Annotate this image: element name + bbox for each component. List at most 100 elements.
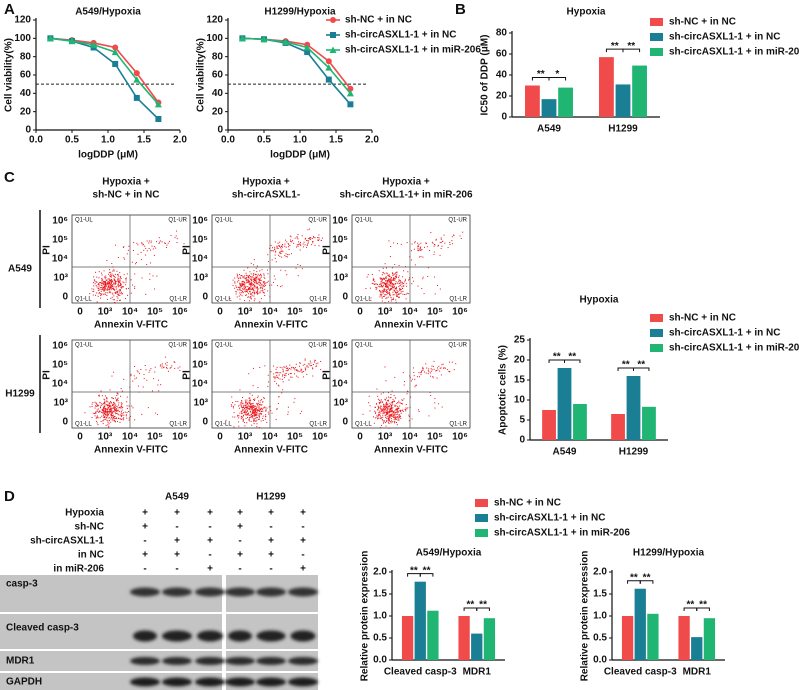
cell-dot xyxy=(123,378,125,380)
cell-dot xyxy=(113,270,115,272)
cell-dot xyxy=(390,409,392,411)
cell-dot xyxy=(317,239,319,241)
cell-dot xyxy=(148,242,150,244)
cell-dot xyxy=(110,284,112,286)
cell-dot xyxy=(257,387,259,389)
cell-dot xyxy=(120,414,122,416)
cell-dot xyxy=(398,414,400,416)
cell-dot xyxy=(386,401,388,403)
cell-dot xyxy=(388,417,390,419)
cell-dot xyxy=(386,405,388,407)
cell-dot xyxy=(139,372,141,374)
cell-dot xyxy=(402,410,404,412)
cell-dot xyxy=(298,370,300,372)
cell-dot xyxy=(246,413,248,415)
cell-dot xyxy=(98,287,100,289)
cell-dot xyxy=(110,401,112,403)
cell-dot xyxy=(402,372,404,374)
y-tick-label: 10 xyxy=(514,395,526,406)
cell-dot xyxy=(386,412,388,414)
cell-dot xyxy=(117,283,119,285)
cell-dot xyxy=(240,410,242,412)
cell-dot xyxy=(417,245,419,247)
cell-dot xyxy=(118,280,120,282)
cell-dot xyxy=(381,419,383,421)
cell-dot xyxy=(95,271,97,273)
cell-dot xyxy=(425,363,427,365)
cell-dot xyxy=(414,241,416,243)
cell-dot xyxy=(239,285,241,287)
cell-dot xyxy=(411,277,413,279)
cell-dot xyxy=(404,280,406,282)
cell-dot xyxy=(405,293,407,295)
cell-dot xyxy=(126,396,128,398)
cell-dot xyxy=(134,286,136,288)
cell-dot xyxy=(240,275,242,277)
cell-dot xyxy=(289,244,291,246)
cell-dot xyxy=(393,400,395,402)
cell-dot xyxy=(279,245,281,247)
cell-dot xyxy=(390,280,392,282)
cell-dot xyxy=(259,367,261,369)
cell-dot xyxy=(281,285,283,287)
cell-dot xyxy=(105,284,107,286)
cell-dot xyxy=(104,285,106,287)
cell-dot xyxy=(270,410,272,412)
cell-dot xyxy=(256,407,258,409)
y-tick-label: 0.5 xyxy=(593,633,607,644)
cell-dot xyxy=(394,279,396,281)
cell-dot xyxy=(399,279,401,281)
cell-dot xyxy=(233,412,235,414)
cell-dot xyxy=(392,273,394,275)
cell-dot xyxy=(429,375,431,377)
cell-dot xyxy=(119,284,121,286)
cell-dot xyxy=(117,275,119,277)
cell-dot xyxy=(287,368,289,370)
cell-dot xyxy=(396,273,398,275)
cell-dot xyxy=(244,277,246,279)
cell-dot xyxy=(259,291,261,293)
cell-dot xyxy=(255,416,257,418)
cell-dot xyxy=(134,273,136,275)
cell-dot xyxy=(128,245,130,247)
cell-dot xyxy=(125,279,127,281)
cell-dot xyxy=(389,414,391,416)
cell-dot xyxy=(393,415,395,417)
cell-dot xyxy=(110,297,112,299)
cell-dot xyxy=(157,379,159,381)
cell-dot xyxy=(94,401,96,403)
cell-dot xyxy=(112,417,114,419)
cell-dot xyxy=(257,409,259,411)
cell-dot xyxy=(105,404,107,406)
cell-dot xyxy=(117,410,119,412)
cell-dot xyxy=(304,359,306,361)
data-point xyxy=(346,89,354,97)
cell-dot xyxy=(246,279,248,281)
cell-dot xyxy=(400,289,402,291)
cell-dot xyxy=(237,274,239,276)
cell-dot xyxy=(155,412,157,414)
data-point xyxy=(46,34,54,42)
cell-dot xyxy=(243,286,245,288)
cell-dot xyxy=(384,302,386,304)
cell-dot xyxy=(117,280,119,282)
x-tick-label: 0 xyxy=(217,307,223,318)
cell-dot xyxy=(390,422,392,424)
x-tick-label: MDR1 xyxy=(683,667,712,678)
cell-dot xyxy=(112,299,114,301)
cell-dot xyxy=(107,411,109,413)
cell-dot xyxy=(103,402,105,404)
cell-dot xyxy=(385,289,387,291)
significance-label: * xyxy=(555,69,559,80)
cell-dot xyxy=(404,409,406,411)
cell-dot xyxy=(252,288,254,290)
cell-dot xyxy=(386,420,388,422)
cell-dot xyxy=(288,248,290,250)
cell-dot xyxy=(403,384,405,386)
cell-dot xyxy=(108,409,110,411)
cell-dot xyxy=(313,236,315,238)
treatment-sign: + xyxy=(142,508,148,519)
cell-dot xyxy=(263,282,265,284)
cell-dot xyxy=(381,296,383,298)
cell-dot xyxy=(244,411,246,413)
